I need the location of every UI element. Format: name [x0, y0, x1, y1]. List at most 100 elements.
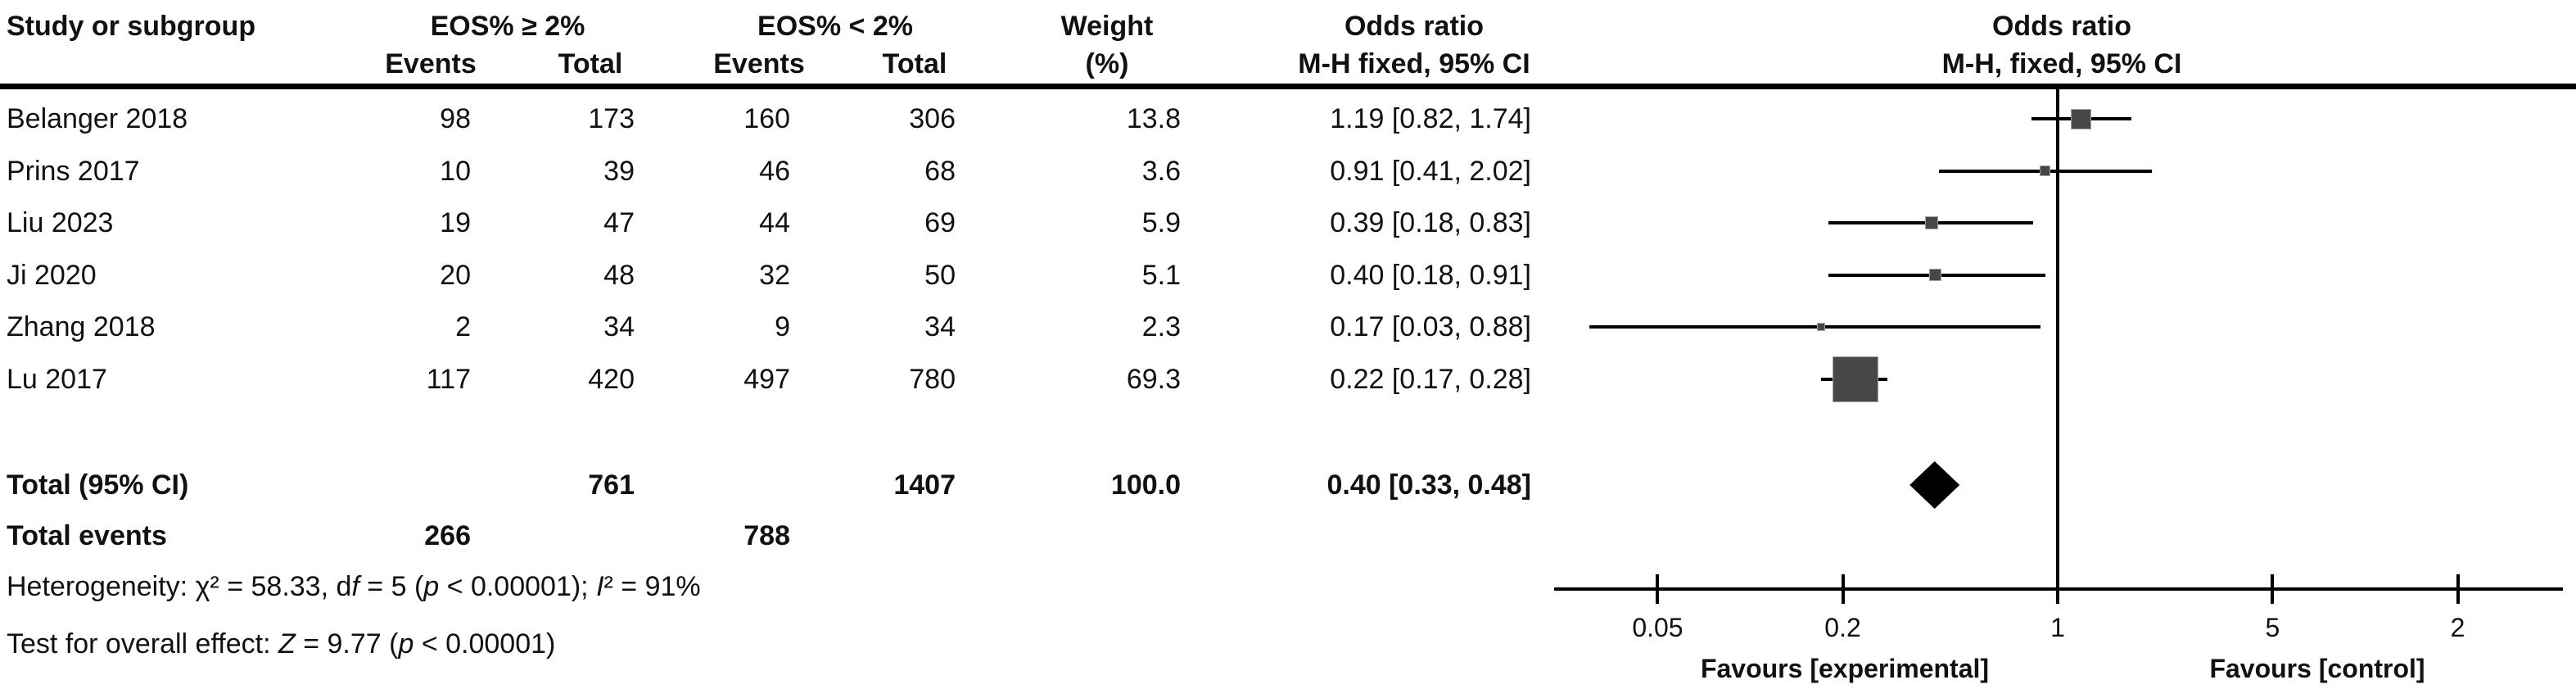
total-exp-cell: 39 — [603, 155, 635, 187]
events-ctrl-cell: 44 — [759, 207, 790, 238]
or-ci-cell: 0.17 [0.03, 0.88] — [1330, 311, 1531, 342]
events-exp-cell: 20 — [440, 259, 471, 291]
effect-square — [1925, 216, 1939, 229]
events-ctrl-cell: 160 — [743, 103, 790, 134]
overall-effect-segment: p — [398, 628, 414, 660]
total-ctrl-cell: 69 — [924, 207, 956, 238]
total-events-ctrl: 788 — [743, 520, 790, 551]
heterogeneity-segment: I — [596, 571, 604, 602]
study-name: Ji 2020 — [7, 259, 97, 291]
axis-tick-label: 1 — [2050, 613, 2065, 642]
events-ctrl-cell: 32 — [759, 259, 790, 291]
column-header-group-experimental: EOS% ≥ 2% — [430, 11, 585, 42]
axis-tick — [2056, 574, 2059, 604]
total-exp-cell: 47 — [603, 207, 635, 238]
total-exp-cell: 48 — [603, 259, 635, 291]
or-ci-cell: 0.40 [0.18, 0.91] — [1330, 259, 1531, 291]
study-name: Lu 2017 — [7, 363, 107, 395]
pooled-diamond — [1909, 461, 1960, 509]
weight-cell: 69.3 — [1126, 363, 1181, 395]
total-row-label: Total (95% CI) — [7, 469, 189, 501]
heterogeneity-segment: ² = 91% — [603, 571, 701, 602]
plot-header-or-line1: Odds ratio — [1991, 11, 2132, 42]
total-exp-cell: 173 — [588, 103, 635, 134]
total-exp-sum: 761 — [588, 469, 635, 501]
axis-tick-label: 5 — [2265, 613, 2280, 642]
events-exp-cell: 10 — [440, 155, 471, 187]
or-ci-cell: 0.39 [0.18, 0.83] — [1330, 207, 1531, 238]
column-header-total-ctrl: Total — [882, 48, 947, 79]
study-name: Belanger 2018 — [7, 103, 188, 134]
axis-tick — [2456, 574, 2460, 604]
events-ctrl-cell: 46 — [759, 155, 790, 187]
ci-line — [1589, 325, 2041, 329]
axis-tick-label: 0.2 — [1824, 613, 1861, 642]
study-name: Zhang 2018 — [7, 311, 156, 342]
overall-effect-note: Test for overall effect: Z = 9.77 (p < 0… — [7, 626, 555, 662]
events-exp-cell: 98 — [440, 103, 471, 134]
axis-tick-label: 2 — [2450, 613, 2465, 642]
events-ctrl-cell: 9 — [775, 311, 790, 342]
total-ctrl-cell: 50 — [924, 259, 956, 291]
overall-effect-segment: Z — [278, 628, 296, 660]
total-ctrl-cell: 780 — [909, 363, 956, 395]
effect-square — [1833, 356, 1879, 402]
weight-cell: 2.3 — [1141, 311, 1181, 342]
effect-square — [1929, 269, 1942, 281]
study-name: Prins 2017 — [7, 155, 140, 187]
column-header-or-line2: M-H fixed, 95% CI — [1298, 48, 1530, 79]
events-exp-cell: 19 — [440, 207, 471, 238]
effect-square — [1817, 323, 1826, 331]
total-events-label: Total events — [7, 520, 167, 551]
weight-cell: 5.9 — [1141, 207, 1181, 238]
header-divider-rule — [0, 84, 2576, 89]
heterogeneity-segment: < 0.00001); — [439, 571, 597, 602]
favours-experimental-label: Favours [experimental] — [1700, 654, 1990, 683]
column-header-study: Study or subgroup — [7, 11, 256, 42]
weight-cell: 5.1 — [1141, 259, 1181, 291]
heterogeneity-segment: p — [423, 571, 440, 602]
heterogeneity-segment: = 5 ( — [359, 571, 424, 602]
column-header-group-control: EOS% < 2% — [757, 11, 913, 42]
total-weight: 100.0 — [1110, 469, 1181, 501]
effect-square — [2040, 165, 2051, 176]
total-ctrl-cell: 68 — [924, 155, 956, 187]
or-ci-cell: 0.22 [0.17, 0.28] — [1330, 363, 1531, 395]
column-header-weight-line1: Weight — [1060, 11, 1154, 42]
total-ctrl-cell: 34 — [924, 311, 956, 342]
events-ctrl-cell: 497 — [743, 363, 790, 395]
weight-cell: 3.6 — [1141, 155, 1181, 187]
plot-header-or-line2: M-H, fixed, 95% CI — [1941, 48, 2182, 79]
column-header-weight-line2: (%) — [1085, 48, 1129, 79]
axis-tick — [2271, 574, 2275, 604]
axis-tick — [1841, 574, 1845, 604]
axis-tick — [1656, 574, 1660, 604]
null-effect-line — [2056, 89, 2059, 591]
total-or-ci: 0.40 [0.33, 0.48] — [1326, 469, 1531, 501]
or-ci-cell: 1.19 [0.82, 1.74] — [1330, 103, 1531, 134]
column-header-total-exp: Total — [558, 48, 623, 79]
effect-square — [2070, 108, 2091, 129]
total-exp-cell: 420 — [588, 363, 635, 395]
or-ci-cell: 0.91 [0.41, 2.02] — [1330, 155, 1531, 187]
total-ctrl-cell: 306 — [909, 103, 956, 134]
heterogeneity-note: Heterogeneity: χ² = 58.33, df = 5 (p < 0… — [7, 569, 701, 605]
overall-effect-segment: < 0.00001) — [414, 628, 556, 660]
overall-effect-segment: = 9.77 ( — [295, 628, 399, 660]
weight-cell: 13.8 — [1126, 103, 1181, 134]
study-name: Liu 2023 — [7, 207, 114, 238]
favours-control-label: Favours [control] — [2209, 654, 2425, 683]
column-header-or-line1: Odds ratio — [1344, 11, 1485, 42]
events-exp-cell: 117 — [426, 363, 471, 395]
total-exp-cell: 34 — [603, 311, 635, 342]
overall-effect-segment: Test for overall effect: — [7, 628, 278, 660]
total-ctrl-sum: 1407 — [893, 469, 956, 501]
axis-tick-label: 0.05 — [1632, 613, 1683, 642]
heterogeneity-segment: Heterogeneity: χ² = 58.33, d — [7, 571, 352, 602]
events-exp-cell: 2 — [455, 311, 471, 342]
column-header-events-ctrl: Events — [713, 48, 805, 79]
total-events-exp: 266 — [424, 520, 471, 551]
heterogeneity-segment: f — [351, 571, 359, 602]
column-header-events-exp: Events — [385, 48, 477, 79]
